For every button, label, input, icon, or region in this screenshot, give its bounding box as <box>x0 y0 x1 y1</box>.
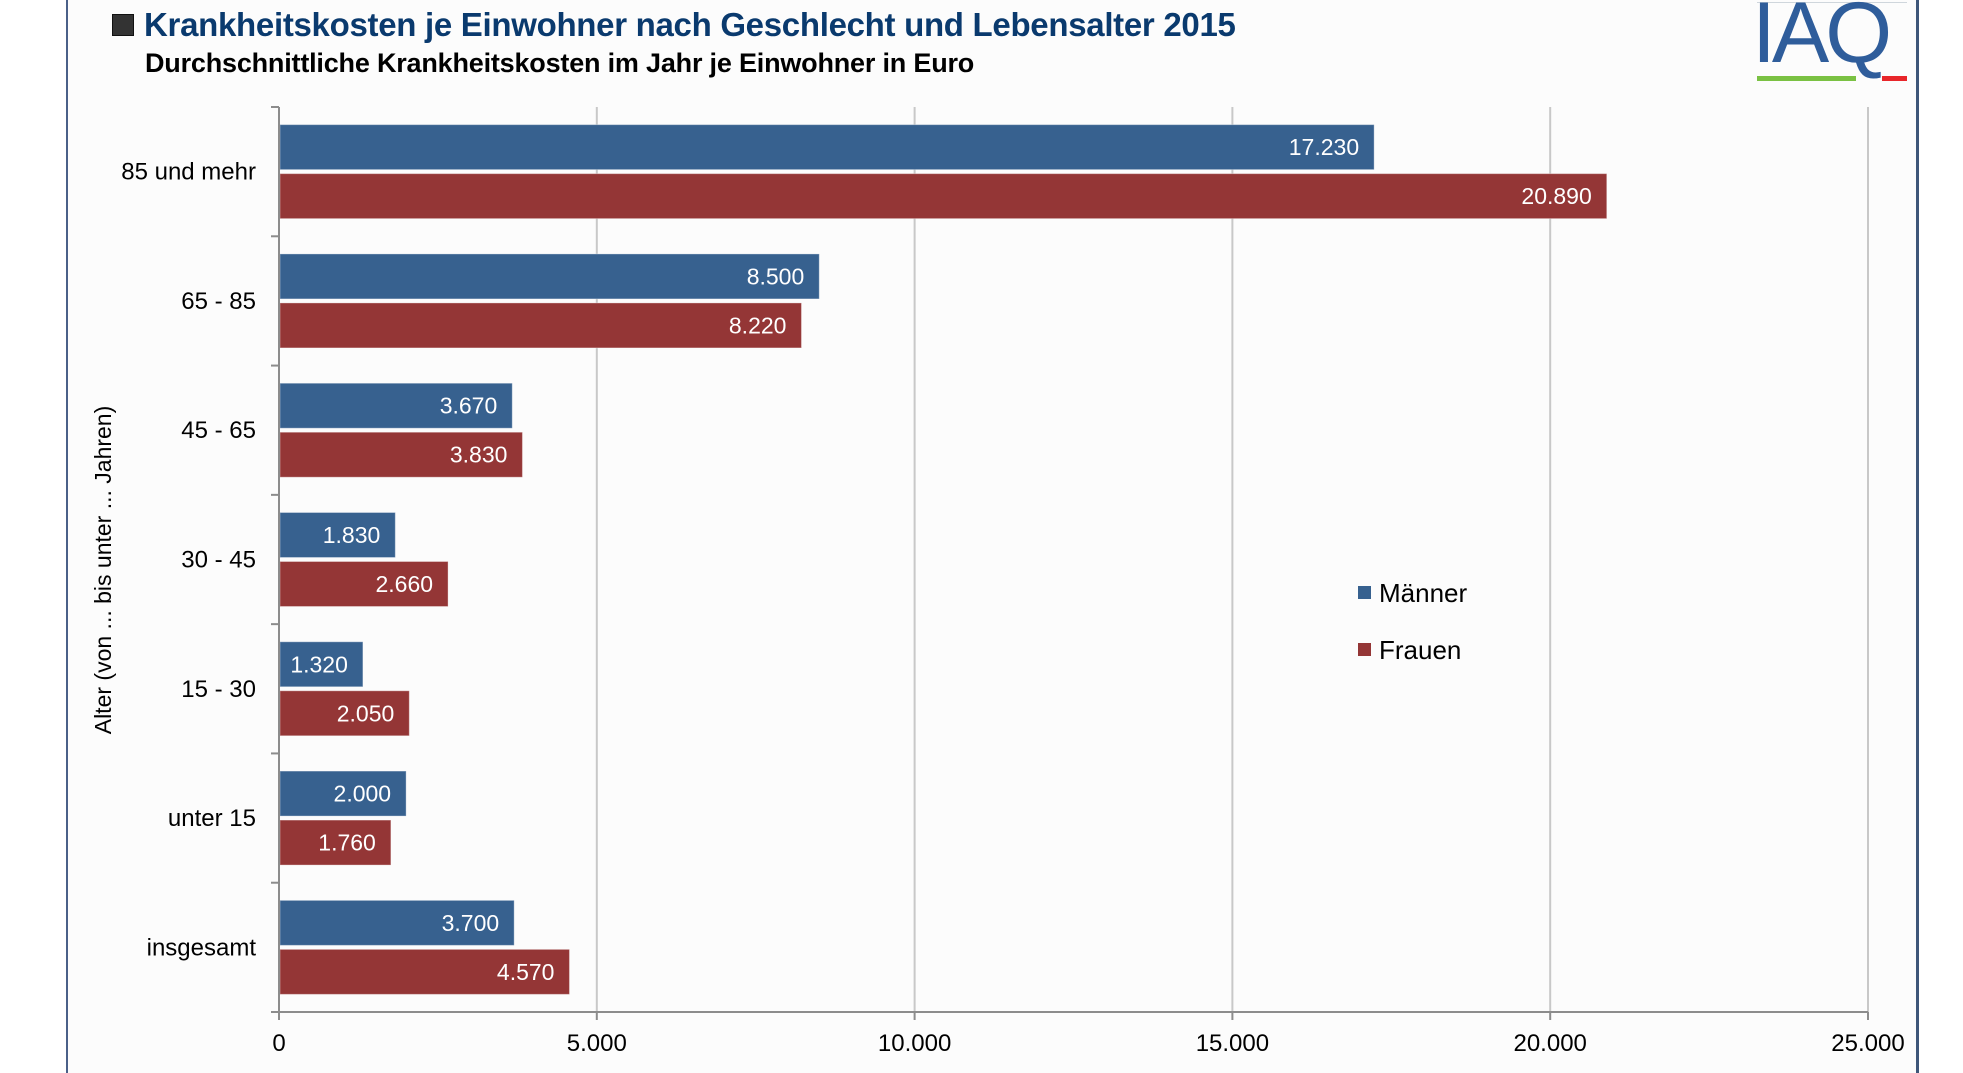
bar-frauen <box>279 302 802 349</box>
bars <box>279 124 1608 995</box>
logo-green-bar <box>1757 76 1856 81</box>
category-label: insgesamt <box>147 934 257 961</box>
gridlines <box>595 107 1869 1012</box>
category-label: 45 - 65 <box>181 417 256 444</box>
legend-swatch-maenner <box>1358 586 1371 599</box>
bar-maenner <box>279 124 1375 171</box>
axes <box>271 106 1869 1020</box>
legend-label: Männer <box>1379 578 1467 608</box>
data-label: 20.890 <box>1521 183 1591 209</box>
category-label: 85 und mehr <box>121 159 256 186</box>
bar-maenner <box>279 253 820 300</box>
logo-top-rule <box>1757 2 1907 3</box>
category-label: 65 - 85 <box>181 288 256 315</box>
chart-title: Krankheitskosten je Einwohner nach Gesch… <box>144 6 1236 43</box>
category-label: unter 15 <box>168 805 256 832</box>
data-label: 1.830 <box>323 522 381 548</box>
data-label: 17.230 <box>1289 134 1359 160</box>
iaq-logo: IAQ <box>1752 0 1912 86</box>
legend-swatch-frauen <box>1358 643 1371 656</box>
data-label: 2.000 <box>334 781 392 807</box>
x-tick-label: 25.000 <box>1831 1030 1904 1057</box>
data-label: 8.220 <box>729 312 787 338</box>
data-label: 3.670 <box>440 393 498 419</box>
legend: Männer Frauen <box>1358 578 1467 665</box>
square-bullet-icon <box>112 14 134 36</box>
bar-frauen <box>279 948 570 995</box>
x-tick-label: 15.000 <box>1196 1030 1269 1057</box>
x-tick-label: 5.000 <box>567 1030 627 1057</box>
data-label: 1.320 <box>290 651 348 677</box>
x-tick-label: 0 <box>272 1030 285 1057</box>
data-label: 3.700 <box>442 910 500 936</box>
bar-maenner <box>279 641 364 688</box>
category-label: 30 - 45 <box>181 547 256 574</box>
x-tick-label: 10.000 <box>878 1030 951 1057</box>
bar-maenner <box>279 770 407 817</box>
bar-frauen <box>279 431 523 478</box>
category-label: 15 - 30 <box>181 676 256 703</box>
labels: 0 5.000 10.000 15.000 20.000 25.000 85 und meh… <box>121 134 1904 1057</box>
bar-frauen <box>279 173 1608 220</box>
data-label: 4.570 <box>497 959 555 985</box>
bar-frauen <box>279 819 392 866</box>
bar-maenner <box>279 382 513 429</box>
data-label: 2.660 <box>376 571 434 597</box>
bar-maenner <box>279 899 515 946</box>
legend-label: Frauen <box>1379 635 1461 665</box>
x-tick-label: 20.000 <box>1513 1030 1586 1057</box>
data-label: 1.760 <box>318 830 376 856</box>
data-label: 2.050 <box>337 700 395 726</box>
bar-frauen <box>279 690 410 737</box>
chart-subtitle: Durchschnittliche Krankheitskosten im Ja… <box>145 48 975 78</box>
y-axis-title: Alter (von ... bis unter ... Jahren) <box>90 406 116 735</box>
data-label: 8.500 <box>747 263 805 289</box>
data-label: 3.830 <box>450 442 508 468</box>
logo-red-bar <box>1882 76 1907 81</box>
logo-text: IAQ <box>1752 0 1892 81</box>
